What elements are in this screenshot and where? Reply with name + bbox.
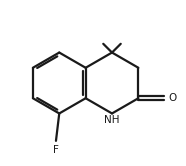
Text: O: O bbox=[168, 93, 177, 103]
Text: F: F bbox=[53, 145, 59, 155]
Text: NH: NH bbox=[104, 115, 120, 125]
